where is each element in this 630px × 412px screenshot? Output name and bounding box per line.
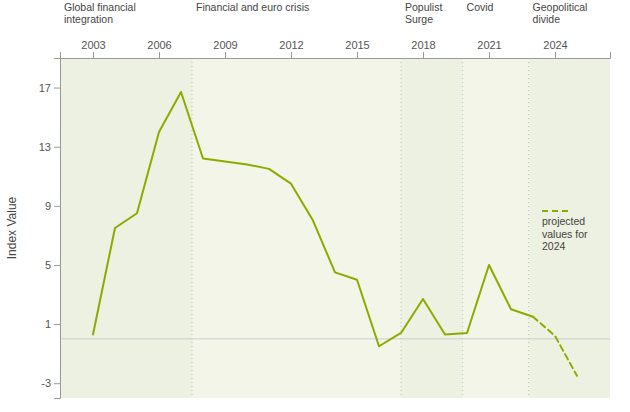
tick: 2015: [345, 39, 369, 58]
region-band: [401, 58, 463, 398]
region-label: Covid: [467, 1, 494, 13]
axis-line: [54, 59, 61, 399]
tick-label: 2003: [81, 39, 105, 51]
tick-mark: [54, 383, 60, 384]
tick: 2018: [411, 39, 435, 58]
region-label: Financial and euro crisis: [196, 1, 309, 13]
tick-label: 13: [39, 141, 51, 153]
tick-mark: [93, 52, 94, 58]
series-line: [93, 92, 533, 346]
tick-mark: [54, 147, 60, 148]
x-axis: 2003 2006 2009 2012 2015 2018 2021 2024: [61, 39, 611, 59]
axis-line: [61, 52, 611, 59]
region-band: [463, 58, 529, 398]
tick-mark: [159, 52, 160, 58]
region-label: PopulistSurge: [405, 1, 442, 25]
region-boundary: [528, 58, 529, 398]
tick: 13: [39, 141, 60, 153]
tick-mark: [225, 52, 226, 58]
tick-mark: [54, 324, 60, 325]
tick: 2021: [477, 39, 501, 58]
tick-label: 2012: [279, 39, 303, 51]
series-line: [533, 317, 577, 376]
tick: 17: [39, 82, 60, 94]
plot: -3 1 5 9 13 17 2003 2006 2009 2012 2015 2018 2021 202…: [5, 1, 611, 399]
region-boundary: [462, 58, 463, 398]
tick-mark: [54, 88, 60, 89]
tick-label: 2006: [147, 39, 171, 51]
region-band: [529, 58, 610, 398]
region-band: [192, 58, 401, 398]
tick: 2006: [147, 39, 171, 58]
axis-title: Index Value: [5, 196, 19, 259]
legend: projectedvalues for2024: [542, 211, 588, 252]
tick: 2012: [279, 39, 303, 58]
y-axis: -3 1 5 9 13 17: [39, 59, 61, 399]
baseline: [60, 338, 610, 339]
tick-label: 2015: [345, 39, 369, 51]
tick: 2009: [213, 39, 237, 58]
region-label: Global financialintegration: [64, 1, 136, 25]
region-label: Geopoliticaldivide: [533, 1, 588, 25]
tick-mark: [489, 52, 490, 58]
tick: 5: [45, 259, 60, 271]
tick-mark: [555, 52, 556, 58]
region-boundary: [192, 58, 193, 398]
tick-label: 17: [39, 82, 51, 94]
tick: 1: [45, 318, 60, 330]
tick-label: 2009: [213, 39, 237, 51]
tick-mark: [54, 206, 60, 207]
tick-label: 2018: [411, 39, 435, 51]
chart: -3 1 5 9 13 17 2003 2006 2009 2012 2015 2018 2021 202…: [0, 0, 630, 412]
tick-label: 2021: [477, 39, 501, 51]
plot-area: [60, 58, 610, 398]
tick-label: 1: [45, 318, 51, 330]
tick: 2003: [81, 39, 105, 58]
region-boundary: [401, 58, 402, 398]
tick: -3: [41, 377, 60, 389]
tick-mark: [291, 52, 292, 58]
legend-swatch: [542, 210, 570, 212]
tick-label: -3: [41, 377, 51, 389]
tick-mark: [357, 52, 358, 58]
tick: 9: [45, 200, 60, 212]
tick: 2024: [543, 39, 567, 58]
tick-label: 5: [45, 259, 51, 271]
tick-mark: [54, 265, 60, 266]
tick-mark: [423, 52, 424, 58]
tick-label: 9: [45, 200, 51, 212]
legend-label: projectedvalues for2024: [542, 215, 588, 252]
tick-label: 2024: [543, 39, 567, 51]
